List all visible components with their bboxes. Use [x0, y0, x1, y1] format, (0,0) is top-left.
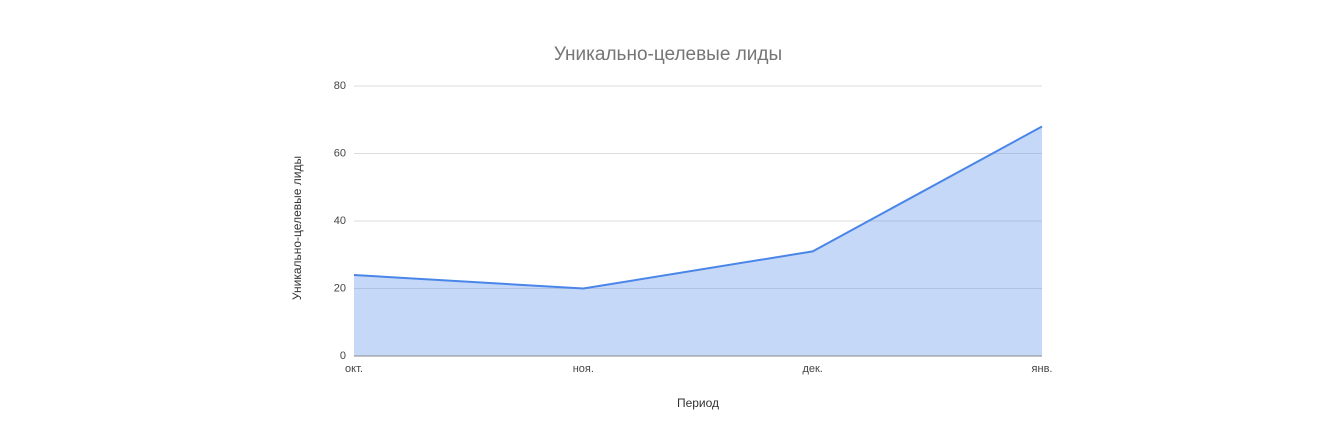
y-axis-title: Уникально-целевые лиды [290, 156, 304, 300]
y-tick-label: 80 [334, 80, 346, 92]
x-tick-label: янв. [1032, 363, 1053, 375]
x-axis-title: Период [677, 396, 719, 410]
y-tick-label: 60 [334, 147, 346, 159]
area-fill [354, 126, 1042, 356]
y-tick-label: 0 [340, 350, 346, 362]
y-tick-label: 40 [334, 215, 346, 227]
x-tick-label: ноя. [573, 363, 594, 375]
y-tick-label: 20 [334, 282, 346, 294]
line [353, 125, 1043, 290]
chart-title: Уникально-целевые лиды [554, 44, 782, 65]
x-tick-label: дек. [802, 363, 822, 375]
x-tick-label: окт. [345, 363, 363, 375]
